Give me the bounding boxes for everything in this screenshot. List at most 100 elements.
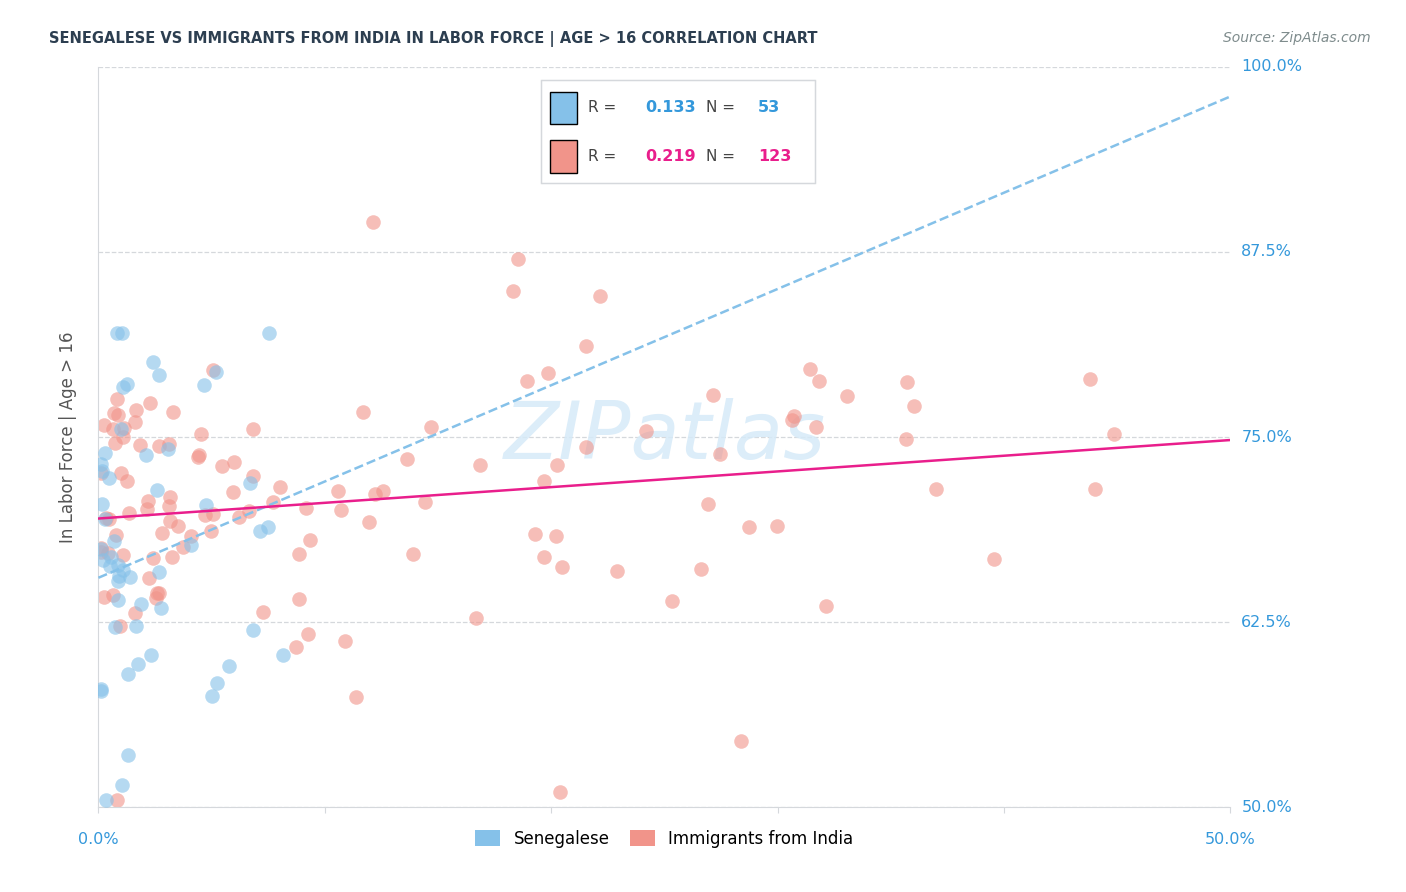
Point [136, 502, 159, 516]
Point [1104, 426, 1126, 441]
Point [129, 597, 152, 611]
Point [90, 497, 112, 511]
Y-axis label: In Labor Force | Age > 16: In Labor Force | Age > 16 [59, 331, 77, 543]
Point [160, 550, 183, 565]
Point [782, 409, 804, 423]
Point [146, 483, 169, 498]
Point [201, 363, 224, 377]
Point [108, 619, 131, 633]
Point [575, 440, 598, 454]
Point [172, 540, 194, 554]
Point [124, 415, 146, 429]
Point [228, 510, 250, 524]
Point [533, 474, 555, 488]
Point [546, 458, 568, 472]
Text: 53: 53 [758, 101, 780, 115]
Point [224, 455, 246, 469]
Text: SENEGALESE VS IMMIGRANTS FROM INDIA IN LABOR FORCE | AGE > 16 CORRELATION CHART: SENEGALESE VS IMMIGRANTS FROM INDIA IN L… [49, 31, 818, 47]
Point [110, 422, 132, 436]
Point [238, 476, 260, 491]
Point [396, 451, 419, 466]
Point [606, 564, 628, 578]
Point [90, 541, 112, 555]
Point [90, 544, 112, 558]
Point [516, 374, 538, 388]
FancyBboxPatch shape [550, 140, 576, 173]
Point [159, 515, 181, 529]
Point [93, 591, 115, 605]
Point [98, 558, 121, 573]
Point [364, 487, 387, 501]
Point [470, 458, 492, 472]
Point [101, 588, 124, 602]
Point [146, 586, 169, 600]
Point [115, 474, 138, 488]
Point [94, 446, 117, 460]
Point [737, 519, 759, 533]
Point [285, 640, 308, 655]
FancyBboxPatch shape [550, 92, 576, 124]
Point [894, 432, 917, 446]
Point [104, 620, 127, 634]
Point [124, 606, 146, 620]
Point [799, 362, 821, 376]
Text: 75.0%: 75.0% [1241, 430, 1292, 444]
Point [91, 552, 114, 566]
Text: 50.0%: 50.0% [1241, 800, 1292, 814]
Point [903, 399, 925, 413]
Point [328, 483, 350, 498]
Point [149, 600, 172, 615]
Point [148, 586, 170, 600]
Point [136, 494, 159, 508]
Point [104, 436, 127, 450]
Text: ZIPatlas: ZIPatlas [503, 398, 825, 476]
Text: R =: R = [588, 101, 621, 115]
Point [709, 447, 731, 461]
Point [804, 420, 827, 434]
Point [359, 515, 381, 529]
Point [107, 408, 129, 422]
Point [107, 592, 129, 607]
Point [117, 667, 139, 681]
Point [127, 657, 149, 672]
Point [94, 511, 117, 525]
Point [205, 365, 228, 379]
Point [159, 490, 181, 504]
Point [269, 480, 291, 494]
Point [156, 442, 179, 456]
Text: 62.5%: 62.5% [1241, 615, 1292, 630]
Point [242, 623, 264, 637]
Text: N =: N = [706, 101, 740, 115]
Point [187, 450, 209, 464]
Point [288, 547, 311, 561]
Point [111, 430, 134, 444]
Point [112, 420, 135, 434]
Point [111, 778, 134, 792]
Point [100, 550, 122, 565]
Point [896, 375, 918, 389]
Point [180, 529, 202, 543]
Point [420, 419, 443, 434]
Point [262, 495, 284, 509]
Point [242, 421, 264, 435]
Point [352, 405, 374, 419]
Text: 50.0%: 50.0% [1205, 832, 1256, 847]
Point [107, 574, 129, 589]
Point [1084, 483, 1107, 497]
Point [295, 500, 318, 515]
Point [201, 690, 224, 704]
Point [190, 427, 212, 442]
Point [211, 459, 233, 474]
Point [636, 424, 658, 438]
Point [361, 215, 384, 229]
Point [413, 494, 436, 508]
Point [194, 508, 217, 522]
Point [194, 498, 217, 512]
Point [222, 485, 245, 500]
Point [159, 436, 181, 450]
Point [90, 681, 112, 696]
Point [661, 594, 683, 608]
Point [150, 526, 173, 541]
Point [94, 511, 117, 525]
Point [139, 396, 162, 410]
